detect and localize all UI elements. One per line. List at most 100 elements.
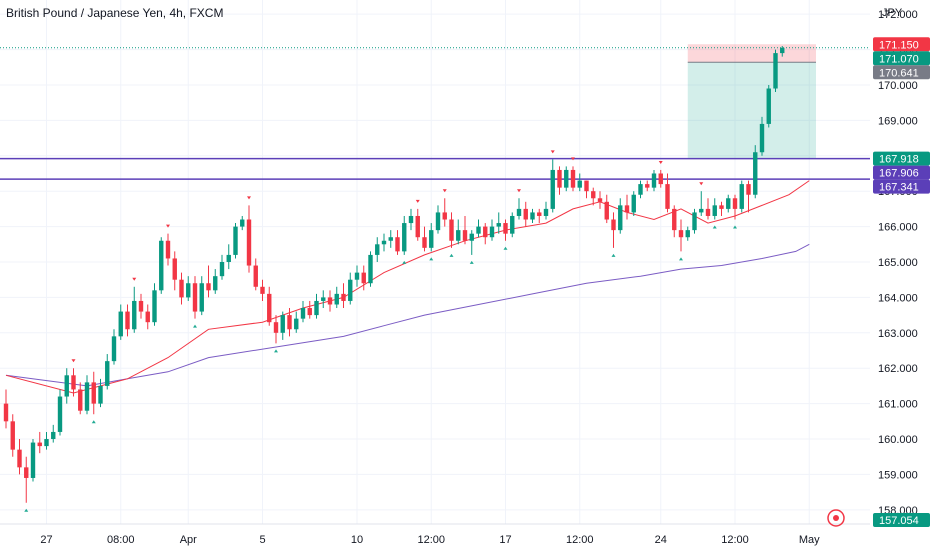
chart-title: British Pound / Japanese Yen, 4h, FXCM xyxy=(6,6,224,20)
candle-body xyxy=(564,169,569,188)
candle xyxy=(523,201,528,227)
candle xyxy=(17,439,22,475)
candle-body xyxy=(685,230,690,238)
candle-body xyxy=(645,184,650,188)
candle-body xyxy=(577,180,582,188)
candle xyxy=(226,244,231,270)
candle-body xyxy=(233,226,238,255)
candle-body xyxy=(165,240,171,259)
candle-body xyxy=(44,439,49,447)
candle xyxy=(44,431,49,450)
candle xyxy=(132,286,137,333)
candle xyxy=(584,180,589,199)
swing-high-marker xyxy=(658,160,663,164)
price-badge-bg xyxy=(873,65,930,80)
candle xyxy=(476,219,481,238)
candle-body xyxy=(651,173,657,188)
candle xyxy=(71,368,76,397)
candle xyxy=(138,293,144,319)
candle-body xyxy=(516,208,522,216)
candle-body xyxy=(496,223,501,227)
candle-body xyxy=(408,215,414,224)
candle xyxy=(287,308,292,337)
candle-body xyxy=(381,240,387,245)
candle-body xyxy=(354,272,360,280)
candle xyxy=(618,198,623,234)
candle-body xyxy=(368,254,373,284)
candle-body xyxy=(71,375,76,390)
candle-body xyxy=(503,223,508,234)
candle-body xyxy=(462,230,468,241)
candle-body xyxy=(489,226,495,238)
y-tick-label: 159.000 xyxy=(878,469,918,481)
candle xyxy=(631,191,636,216)
alert-icon[interactable] xyxy=(827,509,845,527)
candle-body xyxy=(78,389,83,411)
candle xyxy=(557,166,562,195)
candle xyxy=(64,368,69,404)
candle-body xyxy=(206,283,211,291)
candle xyxy=(780,46,785,57)
price-badge-label: 171.150 xyxy=(879,39,919,51)
candle-body xyxy=(726,198,731,209)
price-badge-bg xyxy=(873,37,930,52)
candle xyxy=(516,198,522,220)
candle-body xyxy=(327,297,333,305)
y-tick-label: 166.000 xyxy=(878,222,918,234)
candle-body xyxy=(334,293,339,305)
price-badge-label: 157.054 xyxy=(879,515,919,527)
candle xyxy=(645,180,650,192)
candle xyxy=(773,49,778,93)
candle xyxy=(10,414,15,457)
candle-body xyxy=(219,262,225,277)
candle xyxy=(496,212,501,234)
candle-body xyxy=(246,219,252,266)
candle-body xyxy=(321,297,326,301)
candle-body xyxy=(172,258,177,280)
candle-body xyxy=(388,237,393,241)
candle-body xyxy=(91,382,96,404)
y-tick-label: 169.000 xyxy=(878,115,918,127)
candle xyxy=(678,219,684,252)
candle-body xyxy=(159,240,164,291)
x-tick-label: 12:00 xyxy=(417,534,445,546)
y-tick-label: 164.000 xyxy=(878,292,918,304)
candle-body xyxy=(84,382,90,411)
candle xyxy=(422,226,427,252)
candle xyxy=(429,223,434,252)
candle-body xyxy=(429,230,434,248)
candle-body xyxy=(665,184,670,209)
y-tick-label: 163.000 xyxy=(878,328,918,340)
candle-body xyxy=(314,300,319,316)
price-badge-bg xyxy=(873,151,930,166)
candle xyxy=(327,290,333,312)
candle-body xyxy=(17,449,22,468)
candle xyxy=(591,187,596,206)
candle-body xyxy=(24,467,29,478)
candle xyxy=(469,230,474,255)
candle xyxy=(213,269,218,294)
candle-body xyxy=(213,276,218,291)
swing-low-marker xyxy=(402,260,407,264)
candle-body xyxy=(375,244,380,255)
candle xyxy=(577,173,582,192)
candle xyxy=(368,251,373,287)
candle-body xyxy=(766,88,771,124)
candle xyxy=(692,208,697,234)
price-badge: 171.150 xyxy=(873,37,930,52)
candle-body xyxy=(753,152,758,195)
candle xyxy=(388,230,393,248)
candle xyxy=(219,254,225,280)
candle-body xyxy=(780,47,785,54)
candle-body xyxy=(361,272,366,284)
candle-body xyxy=(543,208,549,216)
price-axis xyxy=(870,0,932,550)
candle-body xyxy=(260,286,265,294)
candle-body xyxy=(719,205,724,209)
candle xyxy=(543,201,549,220)
candle xyxy=(759,116,765,156)
candle xyxy=(78,382,83,415)
candle xyxy=(611,212,616,248)
